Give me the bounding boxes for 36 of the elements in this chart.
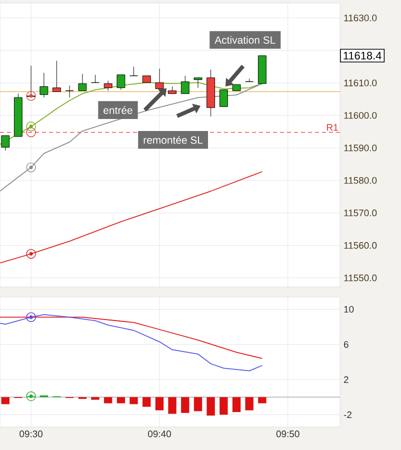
candlestick: [219, 90, 228, 107]
candlestick: [180, 76, 190, 94]
point: [26, 122, 36, 132]
x-tick-label: 09:30: [20, 430, 43, 438]
candlestick: [52, 60, 61, 92]
x-tick-label: 09:50: [276, 430, 300, 438]
x-tick-label: 09:40: [148, 430, 171, 438]
candlestick: [78, 74, 87, 91]
point: [26, 162, 36, 172]
line-series: [0, 83, 263, 192]
y-tick-label: 11610.0: [344, 80, 377, 86]
ref-line-label: R1: [326, 124, 338, 131]
y-tick-label: 11630.0: [344, 14, 377, 22]
line-series: [0, 171, 263, 264]
y-tick-label: -2: [344, 411, 352, 418]
candlestick: [155, 68, 164, 91]
annotation: Activation SL: [214, 36, 276, 44]
y-tick-label: 11560.0: [344, 242, 377, 249]
candlestick: [1, 135, 10, 151]
annotation: entrée: [104, 106, 132, 114]
y-tick-label: 10: [344, 306, 354, 313]
y-tick-label: 2: [344, 376, 348, 383]
y-tick-label: 11580.0: [344, 177, 377, 184]
candlestick: [104, 80, 112, 91]
point: [26, 249, 36, 259]
y-tick-label: 11600.0: [344, 112, 377, 119]
candlestick: [194, 77, 202, 88]
text: 11618.4: [344, 52, 382, 60]
candlestick: [40, 72, 48, 98]
y-tick-label: 11590.0: [344, 144, 377, 152]
line-series: [0, 314, 263, 372]
candlestick: [116, 74, 126, 90]
y-tick-label: 11550.0: [344, 274, 377, 282]
y-tick-label: 6: [344, 341, 348, 348]
annotation: remontée SL: [144, 136, 203, 144]
y-tick-label: 11570.0: [344, 210, 377, 216]
